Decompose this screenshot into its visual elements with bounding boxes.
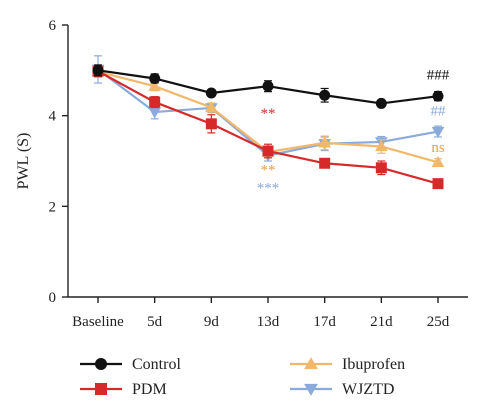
- data-point: [432, 90, 444, 102]
- data-point: [431, 126, 445, 138]
- data-point: [205, 118, 217, 130]
- y-tick-label: 2: [49, 199, 57, 215]
- x-tick-label: 25d: [427, 314, 450, 330]
- data-point: [318, 136, 331, 148]
- legend-marker: [95, 383, 107, 395]
- data-point: [375, 140, 388, 152]
- y-tick-label: 4: [49, 109, 57, 125]
- legend-item-control: Control: [80, 356, 181, 373]
- y-tick-label: 0: [49, 290, 57, 306]
- legend-marker: [304, 383, 318, 396]
- data-point: [262, 145, 274, 157]
- legend-item-wjztd: WJZTD: [290, 381, 394, 398]
- significance-label: ##: [431, 104, 447, 120]
- data-point: [319, 157, 331, 169]
- legend-marker: [304, 357, 318, 370]
- y-axis-label: PWL (S): [15, 133, 32, 190]
- data-point: [205, 101, 218, 113]
- legend-label: PDM: [132, 381, 167, 398]
- legend-label: Control: [132, 356, 181, 373]
- data-point: [375, 162, 387, 174]
- significance-label: ns: [431, 140, 445, 156]
- x-tick-label: 17d: [313, 314, 336, 330]
- significance-label: ***: [257, 181, 280, 197]
- x-tick-label: Baseline: [72, 314, 124, 330]
- series-layer: [91, 55, 445, 190]
- data-point: [432, 178, 444, 190]
- data-point: [148, 107, 161, 119]
- legend-label: Ibuprofen: [342, 356, 405, 373]
- legend-label: WJZTD: [342, 381, 394, 398]
- data-point: [92, 64, 104, 76]
- data-point: [148, 79, 161, 91]
- x-tick-label: 13d: [257, 314, 280, 330]
- annotation-layer: #####ns*******: [257, 67, 450, 196]
- significance-label: **: [261, 106, 276, 122]
- legend: Control PDM Ibuprofen WJZTD: [80, 356, 405, 398]
- axes: 0 2 4 6 Baseline 5d 9d 13d 17d 21d 25d PWL (S): [15, 18, 468, 330]
- x-tick-label: 21d: [370, 314, 393, 330]
- data-point: [262, 80, 274, 92]
- legend-item-pdm: PDM: [80, 381, 167, 398]
- data-point: [149, 72, 161, 84]
- data-point: [149, 96, 161, 108]
- data-point: [205, 87, 217, 99]
- data-point: [375, 97, 387, 109]
- legend-item-ibuprofen: Ibuprofen: [290, 356, 405, 373]
- significance-label: ###: [427, 67, 450, 83]
- y-tick-label: 6: [49, 18, 57, 34]
- data-point: [319, 89, 331, 101]
- series-control: [92, 64, 444, 109]
- x-tick-label: 9d: [204, 314, 220, 330]
- significance-label: **: [261, 163, 276, 179]
- x-tick-label: 5d: [147, 314, 163, 330]
- legend-marker: [95, 358, 107, 370]
- data-point: [431, 156, 445, 168]
